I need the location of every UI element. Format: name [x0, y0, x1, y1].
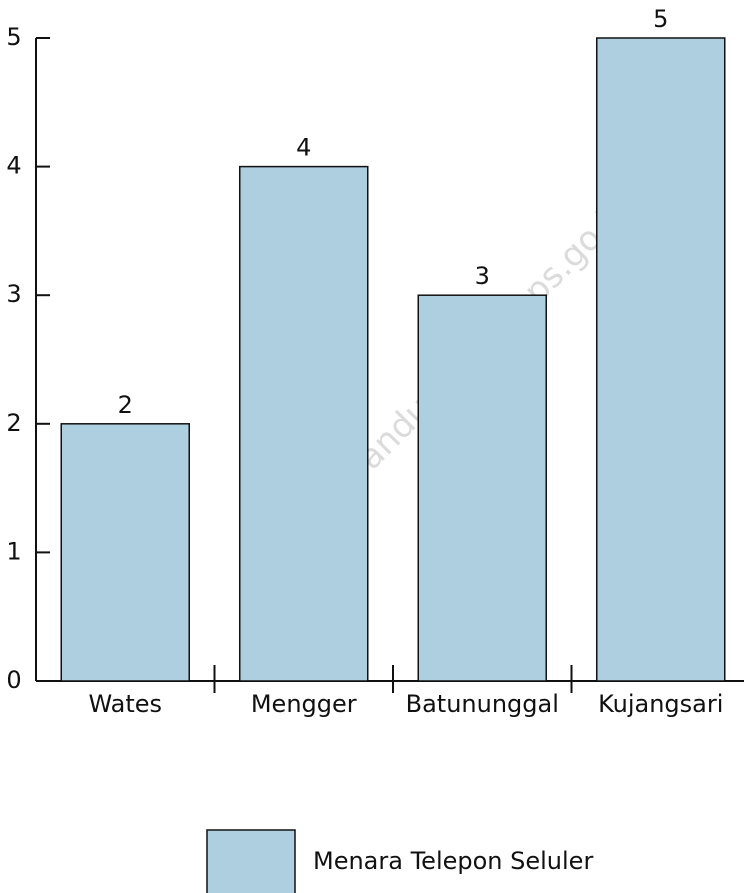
x-tick-label: Mengger [251, 690, 357, 718]
legend-swatch [206, 829, 296, 893]
y-tick-label: 0 [6, 666, 21, 694]
y-tick-label: 3 [6, 280, 21, 308]
x-tick-label: Kujangsari [598, 690, 723, 718]
y-tick-label: 5 [6, 23, 21, 51]
bar [239, 165, 369, 682]
y-tick-label: 4 [6, 152, 21, 180]
legend-label: Menara Telepon Seluler [313, 847, 593, 875]
x-tick-label: Wates [88, 690, 162, 718]
data-label: 2 [118, 391, 133, 419]
bar [60, 423, 190, 682]
data-label: 4 [296, 134, 311, 162]
bar [417, 294, 547, 682]
bar [596, 37, 726, 682]
data-label: 3 [475, 262, 490, 290]
y-tick-label: 1 [6, 537, 21, 565]
y-tick-label: 2 [6, 409, 21, 437]
data-label: 5 [653, 5, 668, 33]
x-tick-label: Batununggal [406, 690, 559, 718]
